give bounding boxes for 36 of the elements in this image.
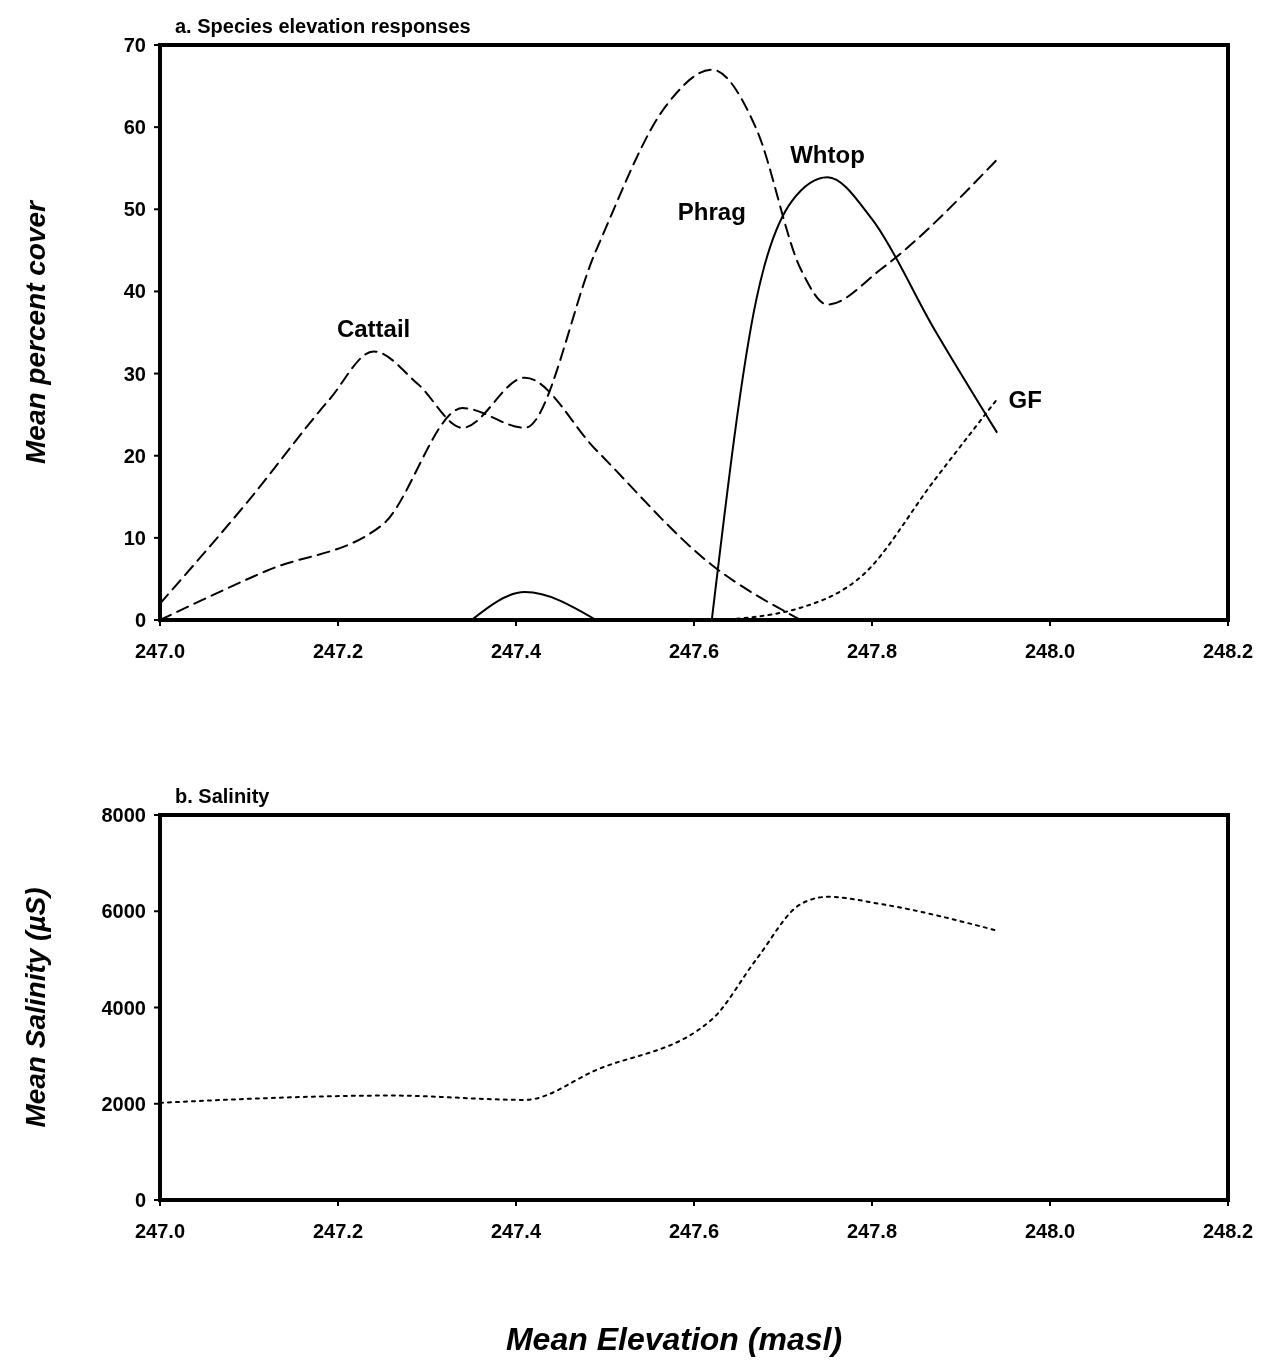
y-tick-label: 6000	[101, 900, 146, 923]
y-tick-label: 50	[123, 198, 146, 221]
y-tick-label: 2000	[101, 1092, 146, 1115]
series-label: GF	[1008, 385, 1042, 413]
series-label: Phrag	[677, 197, 746, 225]
series-label: Cattail	[336, 315, 411, 343]
y-tick-label: 10	[123, 526, 146, 549]
y-tick-label: 70	[123, 34, 146, 56]
x-tick-label: 247.4	[490, 640, 542, 662]
x-tick-label: 247.8	[846, 640, 898, 662]
x-tick-label: 248.2	[1202, 640, 1254, 662]
y-tick-label: 40	[123, 280, 146, 303]
x-tick-label: 247.2	[312, 640, 364, 662]
chart-title: b. Salinity	[175, 785, 271, 807]
y-axis-title: Mean Salinity (µS)	[20, 887, 51, 1128]
y-tick-label: 8000	[101, 804, 146, 826]
x-tick-label: 247.8	[846, 1220, 898, 1242]
x-tick-label: 248.0	[1024, 640, 1076, 662]
y-tick-label: 0	[134, 609, 146, 631]
y-tick-label: 0	[134, 1189, 146, 1211]
chart-title: a. Species elevation responses	[175, 15, 471, 37]
y-axis-title: Mean percent cover	[20, 198, 51, 464]
x-tick-label: 247.0	[134, 640, 186, 662]
y-tick-label: 20	[123, 444, 146, 467]
x-axis-title: Mean Elevation (masl)	[505, 1321, 843, 1357]
x-tick-label: 248.0	[1024, 1220, 1076, 1242]
x-tick-label: 248.2	[1202, 1220, 1254, 1242]
y-tick-label: 30	[123, 362, 146, 385]
x-tick-label: 247.0	[134, 1220, 186, 1242]
y-tick-label: 60	[123, 116, 146, 139]
x-tick-label: 247.6	[668, 640, 720, 662]
x-tick-label: 247.2	[312, 1220, 364, 1242]
x-tick-label: 247.4	[490, 1220, 542, 1242]
y-tick-label: 4000	[101, 996, 146, 1019]
x-tick-label: 247.6	[668, 1220, 720, 1242]
series-label: Whtop	[790, 141, 865, 169]
